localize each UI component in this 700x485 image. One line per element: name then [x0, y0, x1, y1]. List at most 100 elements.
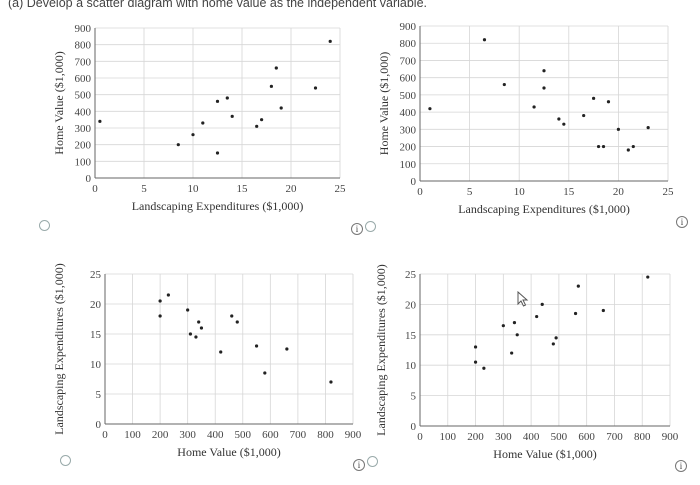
data-point	[285, 347, 289, 351]
data-point	[328, 39, 332, 43]
y-tick-label: 800	[75, 40, 92, 52]
data-point	[596, 144, 601, 149]
scatter-chart-a: 0 5 10 15 20 25 0 100 200 300 400 500 600 700 800 900 La…	[50, 16, 350, 236]
x-tick-label: 800	[317, 429, 334, 441]
y-tick-label: 600	[400, 73, 417, 85]
data-point	[582, 113, 586, 118]
data-point	[188, 332, 193, 336]
data-point	[557, 117, 561, 121]
x-tick-label: 500	[551, 431, 568, 443]
data-point	[201, 121, 205, 125]
data-point	[186, 308, 190, 312]
x-tick-label: 500	[235, 429, 252, 441]
info-icon-a[interactable]: i	[351, 223, 363, 235]
data-point	[428, 107, 432, 111]
x-tick-label: 400	[207, 429, 224, 441]
data-point	[219, 350, 223, 354]
data-point	[592, 96, 596, 100]
data-point	[263, 371, 267, 375]
x-tick-label: 20	[286, 183, 298, 195]
data-point	[329, 380, 333, 384]
data-point	[646, 126, 650, 130]
option-radio-d[interactable]	[367, 456, 378, 467]
data-point	[197, 320, 201, 324]
y-tick-label: 10	[90, 359, 102, 371]
x-tick-label: 5	[467, 186, 473, 198]
data-point	[606, 100, 611, 104]
y-tick-label: 0	[86, 173, 92, 185]
y-tick-label: 0	[96, 419, 102, 431]
option-radio-a[interactable]	[39, 220, 50, 231]
data-point	[482, 38, 487, 42]
y-tick-label: 400	[75, 106, 92, 118]
data-point	[532, 105, 536, 109]
y-tick-label: 20	[405, 299, 417, 311]
y-tick-label: 900	[400, 21, 417, 33]
x-tick-label: 0	[417, 186, 423, 198]
question-text: (a) Develop a scatter diagram with home …	[8, 0, 427, 10]
scatter-chart-b: 0 5 10 15 20 25 0 100 200 300 400 500 600 700 800 900 La…	[375, 16, 680, 226]
data-point	[274, 66, 278, 70]
data-point	[230, 314, 234, 318]
x-tick-label: 400	[523, 431, 540, 443]
y-tick-label: 500	[400, 90, 417, 102]
data-point	[199, 326, 204, 330]
info-icon-b[interactable]: i	[676, 216, 688, 228]
y-tick-label: 25	[90, 269, 102, 281]
data-point	[230, 114, 234, 118]
data-point	[482, 366, 486, 370]
x-tick-label: 800	[634, 431, 651, 443]
data-point	[576, 284, 580, 288]
y-tick-label: 20	[90, 299, 102, 311]
x-axis-label: Landscaping Expenditures ($1,000)	[458, 202, 630, 216]
data-point	[269, 84, 273, 88]
y-tick-label: 900	[75, 23, 92, 35]
x-tick-label: 100	[440, 431, 457, 443]
data-point	[194, 335, 198, 339]
data-point	[535, 314, 539, 319]
y-tick-label: 0	[411, 421, 417, 433]
data-point	[473, 360, 478, 364]
y-tick-label: 100	[400, 159, 417, 171]
data-point	[631, 144, 635, 149]
data-point	[191, 133, 195, 137]
data-point	[473, 345, 478, 349]
y-tick-label: 200	[400, 142, 417, 154]
info-icon-d[interactable]: i	[675, 460, 687, 472]
option-radio-b[interactable]	[365, 221, 376, 232]
data-point	[176, 143, 180, 147]
data-point	[573, 311, 578, 316]
x-tick-label: 900	[345, 429, 362, 441]
data-point	[601, 144, 606, 149]
data-point	[501, 324, 505, 328]
y-tick-label: 5	[96, 389, 102, 401]
data-point	[512, 321, 517, 325]
data-point	[255, 124, 259, 128]
x-tick-label: 100	[124, 429, 141, 441]
x-tick-label: 300	[495, 431, 512, 443]
y-tick-label: 300	[400, 124, 417, 136]
mouse-cursor-icon	[517, 291, 529, 307]
data-point	[279, 106, 283, 110]
data-point	[166, 293, 170, 297]
x-tick-label: 0	[92, 183, 98, 195]
x-tick-label: 5	[141, 183, 147, 195]
y-tick-label: 15	[90, 329, 102, 341]
data-point	[562, 122, 566, 126]
y-tick-label: 25	[405, 269, 417, 281]
y-tick-label: 200	[75, 140, 92, 152]
y-tick-label: 5	[411, 391, 417, 403]
data-point	[510, 351, 514, 355]
data-point	[626, 148, 630, 152]
x-tick-label: 10	[514, 186, 526, 198]
x-tick-label: 10	[188, 183, 200, 195]
y-tick-label: 500	[75, 90, 92, 102]
x-tick-label: 600	[262, 429, 279, 441]
data-point	[646, 275, 650, 279]
option-radio-c[interactable]	[60, 455, 71, 466]
x-tick-label: 0	[417, 431, 423, 443]
y-tick-label: 400	[400, 107, 417, 119]
data-point	[540, 302, 544, 306]
y-tick-label: 700	[400, 55, 417, 67]
info-icon-c[interactable]: i	[353, 459, 365, 471]
